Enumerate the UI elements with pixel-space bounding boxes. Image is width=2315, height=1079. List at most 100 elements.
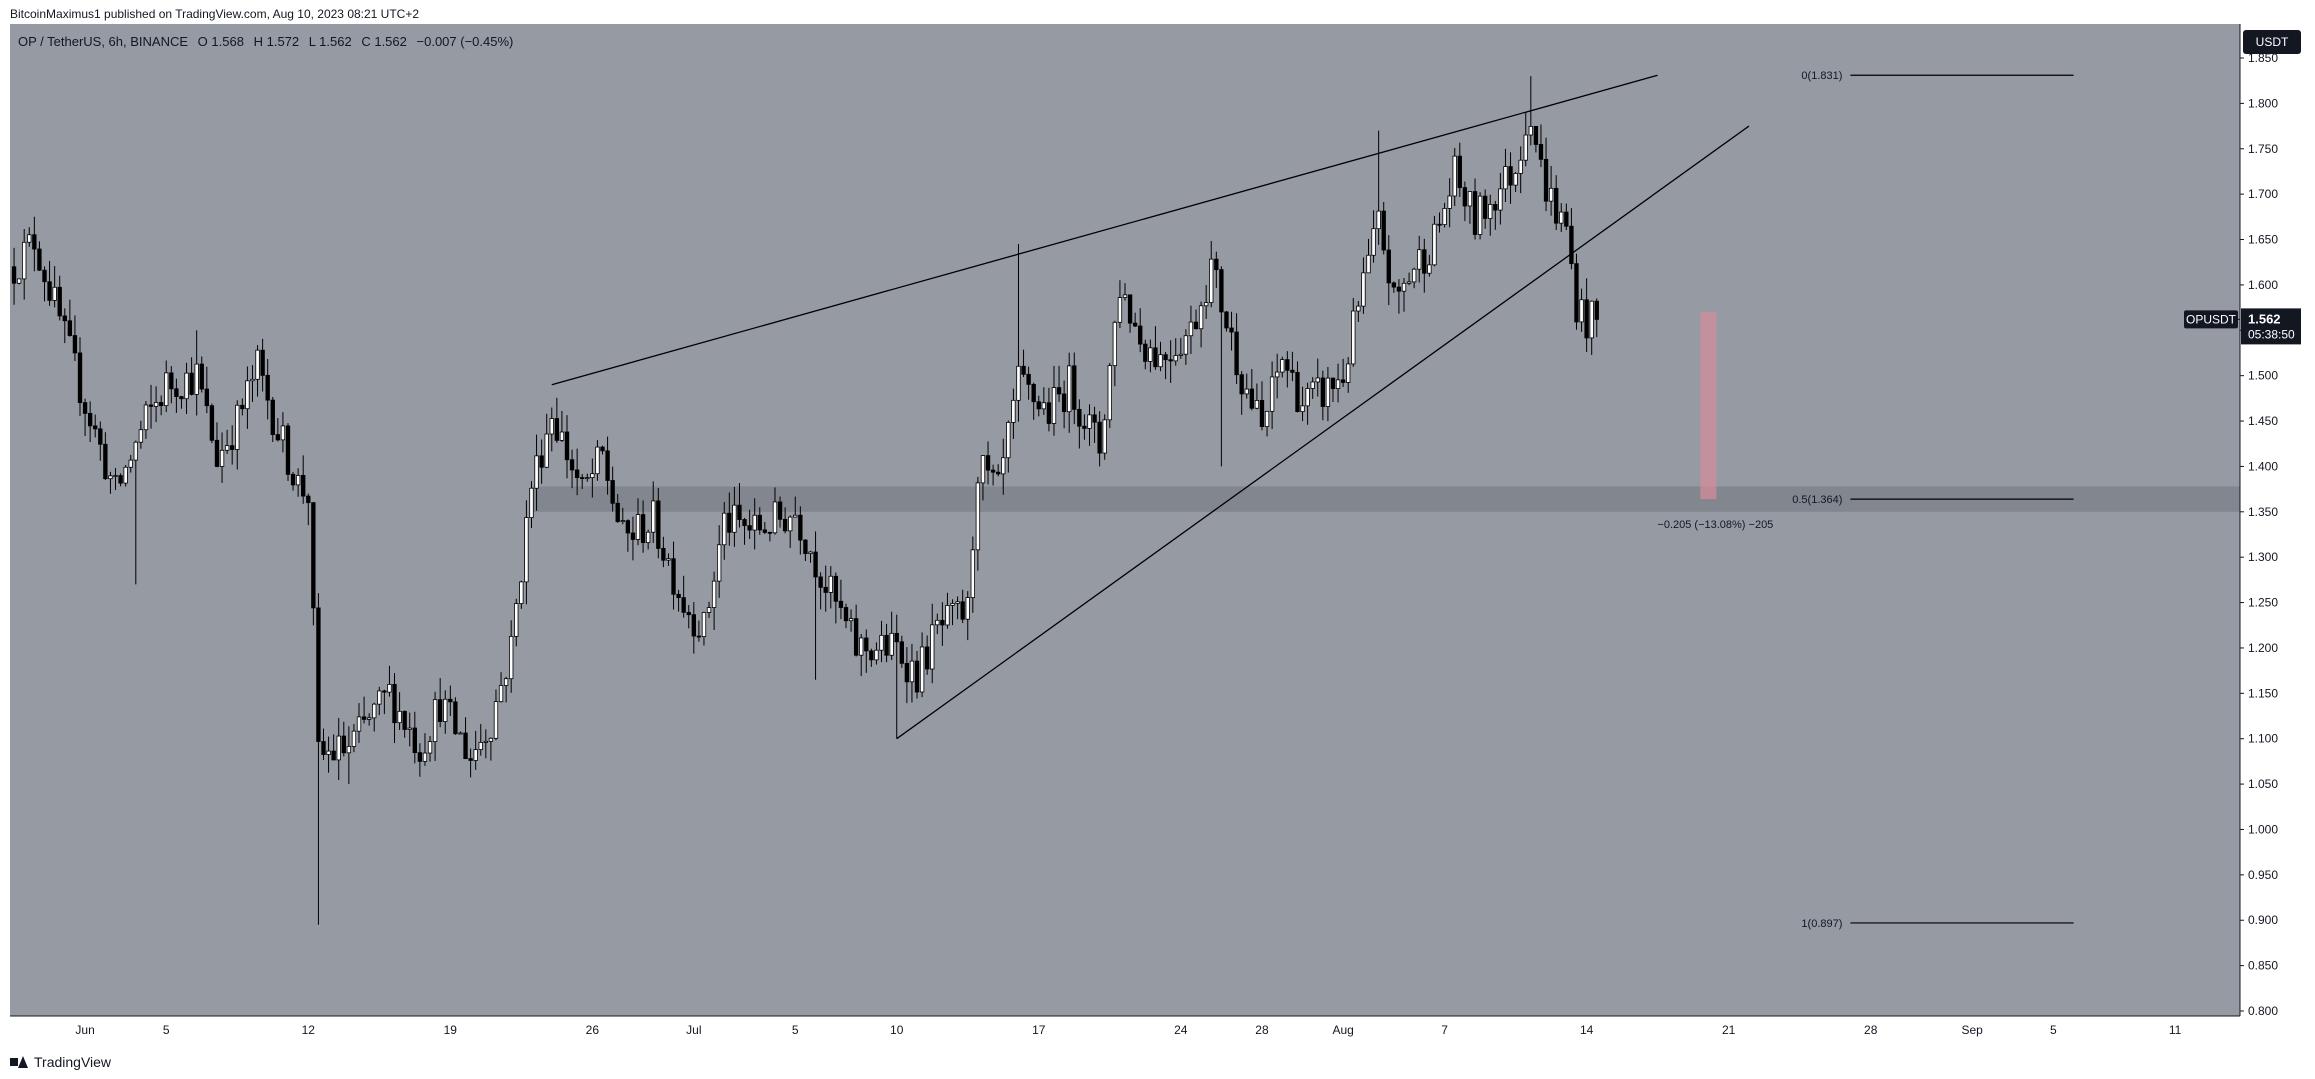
candle-body-43: [230, 445, 235, 450]
chart-plot-area[interactable]: [10, 24, 2240, 1016]
candle-body-286: [1462, 187, 1468, 207]
candle-body-245: [1254, 400, 1260, 409]
countdown-label: 05:38:50: [2248, 327, 2295, 341]
y-tick-label-16: 1.050: [2248, 777, 2278, 791]
currency-button[interactable]: USDT: [2243, 30, 2301, 54]
candle-body-239: [1224, 311, 1229, 329]
candle-body-38: [204, 388, 209, 407]
candle-body-13: [77, 352, 83, 404]
candle-body-243: [1244, 388, 1249, 395]
symbol-title[interactable]: OP / TetherUS, 6h, BINANCE: [18, 34, 189, 49]
candle-body-174: [894, 632, 899, 643]
candle-body-301: [1538, 144, 1544, 160]
candle-body-198: [1016, 365, 1021, 401]
x-tick-label-9: 24: [1174, 1023, 1188, 1037]
candle-body-69: [361, 716, 367, 720]
candle-body-229: [1173, 355, 1178, 362]
candle-body-254: [1300, 405, 1305, 412]
candle-body-196: [1006, 421, 1011, 459]
candle-body-261: [1335, 379, 1341, 389]
candle-body-183: [940, 619, 945, 626]
candle-body-199: [1021, 365, 1026, 375]
candle-body-110: [569, 459, 575, 471]
candle-body-148: [762, 529, 768, 533]
candle-body-61: [321, 741, 326, 755]
candle-body-114: [590, 473, 595, 479]
candle-body-83: [432, 699, 438, 743]
candle-body-177: [909, 660, 915, 683]
y-tick-label-19: 0.900: [2248, 913, 2278, 927]
candle-body-147: [757, 514, 762, 531]
candle-body-90: [468, 758, 473, 761]
candle-body-7: [47, 281, 52, 301]
candle-body-215: [1102, 419, 1107, 454]
candle-body-23: [128, 459, 133, 468]
candle-body-12: [72, 335, 78, 354]
candle-body-188: [965, 597, 970, 620]
candle-body-25: [138, 429, 144, 443]
candle-body-96: [498, 685, 504, 703]
candle-body-117: [605, 450, 610, 481]
candle-body-169: [869, 650, 874, 661]
candle-body-159: [818, 576, 823, 588]
candle-body-139: [717, 544, 722, 582]
candle-body-75: [392, 683, 397, 724]
candle-body-85: [443, 698, 448, 722]
candle-body-275: [1406, 281, 1412, 284]
candle-body-70: [366, 717, 372, 720]
candle-body-14: [82, 402, 88, 414]
candle-body-138: [711, 580, 717, 608]
candle-body-167: [859, 637, 864, 656]
candle-body-234: [1198, 305, 1204, 330]
candle-body-144: [742, 519, 747, 527]
candle-body-50: [265, 374, 270, 401]
candle-body-298: [1523, 134, 1528, 161]
candle-body-37: [199, 363, 204, 390]
candle-body-302: [1543, 158, 1549, 202]
candle-body-42: [224, 445, 230, 451]
candle-body-48: [255, 349, 260, 380]
high-value: 1.572: [266, 34, 300, 49]
candle-body-53: [280, 425, 286, 441]
y-tick-label-20: 0.850: [2248, 959, 2278, 973]
candle-body-253: [1295, 371, 1300, 412]
candle-body-72: [377, 690, 382, 705]
candle-body-257: [1315, 377, 1320, 383]
candle-body-276: [1411, 268, 1417, 283]
candle-body-133: [686, 611, 691, 616]
candle-body-127: [656, 500, 661, 549]
candle-body-206: [1056, 387, 1062, 395]
candle-body-273: [1396, 286, 1402, 292]
candle-body-36: [194, 363, 199, 395]
x-tick-label-10: 28: [1255, 1023, 1269, 1037]
candle-body-293: [1498, 188, 1503, 211]
candle-body-217: [1112, 321, 1118, 367]
y-tick-label-0: 1.850: [2248, 51, 2278, 65]
candle-body-28: [153, 402, 159, 407]
candle-body-130: [671, 558, 676, 595]
candle-body-84: [437, 699, 443, 722]
x-tick-label-18: 11: [2169, 1023, 2182, 1037]
time-axis[interactable]: [10, 1016, 2240, 1042]
candle-body-258: [1320, 377, 1326, 407]
candle-body-81: [422, 752, 428, 762]
candle-body-3: [27, 234, 32, 243]
price-axis[interactable]: [2240, 24, 2315, 1016]
candle-body-166: [853, 618, 859, 656]
candle-body-189: [970, 549, 975, 598]
candle-body-9: [57, 286, 62, 317]
candle-body-173: [889, 632, 894, 656]
candle-body-175: [899, 641, 904, 664]
candle-body-209: [1072, 365, 1077, 410]
x-tick-label-11: Aug: [1332, 1023, 1353, 1037]
candle-body-44: [235, 404, 240, 450]
candle-body-279: [1427, 264, 1432, 274]
fib-level-label-2: 1(0.897): [1801, 918, 1842, 930]
candle-body-248: [1269, 376, 1275, 412]
candle-body-74: [387, 683, 392, 693]
candle-body-271: [1386, 249, 1391, 284]
candle-body-2: [22, 241, 27, 280]
candle-body-56: [295, 475, 301, 486]
y-tick-label-14: 1.150: [2248, 686, 2278, 700]
candle-body-211: [1082, 425, 1087, 429]
